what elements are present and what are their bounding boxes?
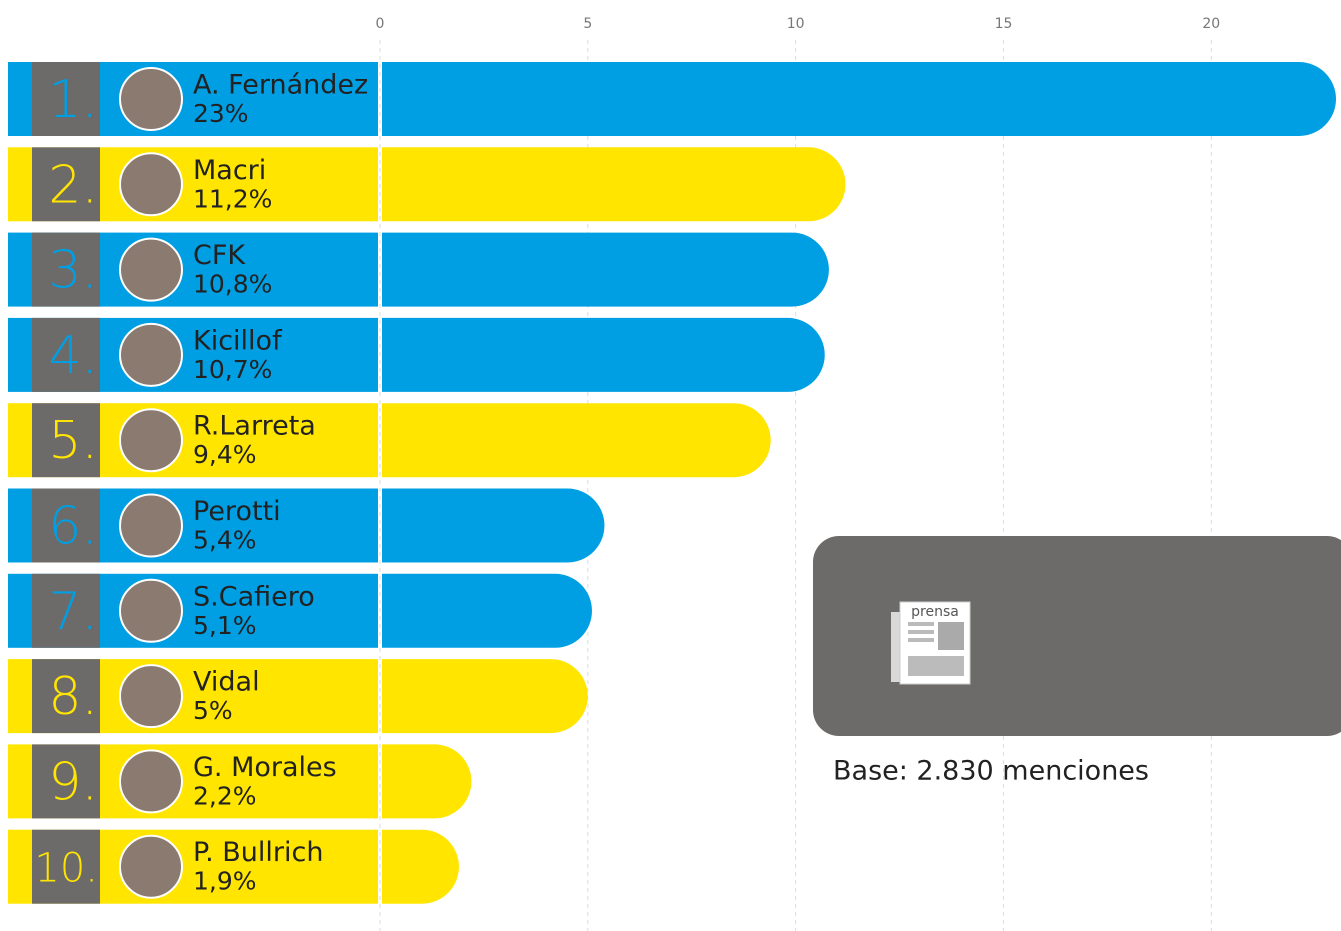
bar: [382, 62, 1336, 136]
photo: [119, 834, 183, 899]
value-label: 2,2%: [193, 781, 257, 810]
rank: 7.: [48, 582, 98, 642]
photo: [119, 749, 183, 814]
rank: 5.: [48, 411, 98, 471]
photo: [119, 322, 183, 387]
rank-box: [32, 744, 100, 819]
bar: [382, 403, 771, 478]
photo: [119, 237, 183, 302]
photo: [119, 664, 183, 729]
category-label: R.Larreta: [193, 411, 316, 442]
rank-box: [32, 317, 100, 392]
bar: [382, 232, 829, 307]
category-label: Kicillof: [193, 325, 283, 356]
photo: [119, 67, 183, 131]
rank: 1.: [48, 70, 98, 130]
value-label: 5,4%: [193, 526, 257, 555]
bar: [382, 573, 592, 648]
x-tick-label: 0: [376, 16, 385, 32]
value-label: 10,8%: [193, 270, 272, 299]
value-label: 5,1%: [193, 611, 257, 640]
rank: 9.: [48, 752, 98, 812]
photo: [119, 152, 183, 217]
rank-box: [32, 403, 100, 478]
value-label: 23%: [193, 99, 249, 128]
rank: 10.: [34, 846, 98, 892]
category-label: G. Morales: [193, 752, 337, 783]
bar: [382, 147, 846, 222]
x-tick-label: 10: [787, 16, 805, 32]
x-tick-label: 15: [995, 16, 1013, 32]
rank: 4.: [48, 326, 98, 386]
bar: [382, 659, 588, 734]
category-label: Macri: [193, 155, 266, 186]
newspaper-icon: [891, 601, 971, 685]
rank: 3.: [48, 241, 98, 301]
rank-box: [32, 232, 100, 307]
category-label: S.Cafiero: [193, 581, 315, 612]
category-label: P. Bullrich: [193, 837, 323, 868]
value-label: 10,7%: [193, 355, 272, 384]
bar: [382, 744, 472, 819]
category-label: A. Fernández: [193, 70, 368, 101]
rank: 8.: [48, 667, 98, 727]
bar: [382, 488, 605, 563]
category-label: Vidal: [193, 667, 260, 698]
rank-box: [32, 659, 100, 734]
value-label: 9,4%: [193, 440, 257, 469]
photo: [119, 578, 183, 643]
rank: 6.: [48, 497, 98, 557]
x-tick-label: 20: [1202, 16, 1220, 32]
rank-box: [32, 62, 100, 136]
annotation: Base: 2.830 menciones: [833, 756, 1149, 787]
source-box: [813, 536, 1341, 736]
x-tick-label: 5: [583, 16, 592, 32]
rank-box: [32, 147, 100, 222]
value-label: 11,2%: [193, 184, 272, 213]
bar: [382, 829, 459, 904]
value-label: 5%: [193, 696, 233, 725]
rank-box: [32, 829, 100, 904]
value-label: 1,9%: [193, 867, 257, 896]
rank-box: [32, 488, 100, 563]
photo: [119, 408, 183, 473]
rank-box: [32, 573, 100, 648]
bar: [382, 317, 825, 392]
photo: [119, 493, 183, 558]
category-label: CFK: [193, 240, 246, 271]
category-label: Perotti: [193, 496, 281, 527]
icon-label: prensa: [911, 604, 959, 620]
rank: 2.: [48, 155, 98, 215]
